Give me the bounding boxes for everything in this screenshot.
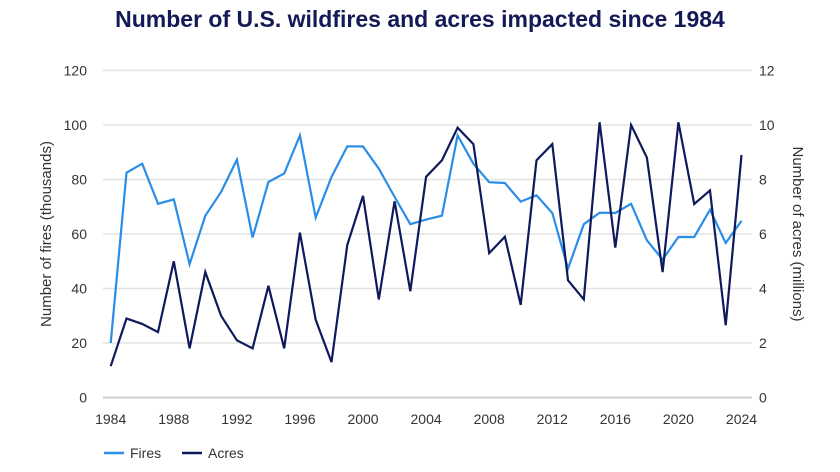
- x-tick-label: 1984: [95, 411, 126, 427]
- y-right-axis-label: Number of acres (millions): [789, 146, 806, 321]
- y-left-tick-label: 0: [79, 390, 87, 406]
- y-right-tick-label: 8: [759, 172, 767, 188]
- y-left-tick-label: 20: [71, 335, 87, 351]
- y-left-tick-label: 120: [64, 63, 88, 79]
- x-tick-label: 1992: [221, 411, 252, 427]
- x-tick-label: 2008: [474, 411, 505, 427]
- legend-label-fires: Fires: [130, 445, 161, 461]
- y-right-tick-label: 4: [759, 281, 767, 297]
- y-right-tick-label: 0: [759, 390, 767, 406]
- y-left-tick-label: 40: [71, 281, 87, 297]
- x-tick-label: 2020: [663, 411, 694, 427]
- x-tick-label: 2016: [600, 411, 631, 427]
- y-left-tick-label: 80: [71, 172, 87, 188]
- y-right-tick-label: 6: [759, 226, 767, 242]
- series-line-acres: [109, 121, 743, 367]
- x-tick-label: 2012: [537, 411, 568, 427]
- y-right-tick-label: 10: [759, 117, 775, 133]
- legend-label-acres: Acres: [208, 445, 244, 461]
- y-left-tick-label: 100: [64, 117, 88, 133]
- y-right-tick-label: 12: [759, 63, 775, 79]
- series-line-fires: [109, 131, 743, 344]
- x-tick-label: 2024: [726, 411, 757, 427]
- y-right-tick-label: 2: [759, 335, 767, 351]
- x-tick-label: 2000: [347, 411, 378, 427]
- x-tick-label: 2004: [411, 411, 442, 427]
- x-tick-label: 1996: [284, 411, 315, 427]
- y-left-axis-label: Number of fires (thousands): [38, 141, 55, 327]
- chart-title: Number of U.S. wildfires and acres impac…: [115, 6, 725, 32]
- y-left-tick-label: 60: [71, 226, 87, 242]
- x-tick-label: 1988: [158, 411, 189, 427]
